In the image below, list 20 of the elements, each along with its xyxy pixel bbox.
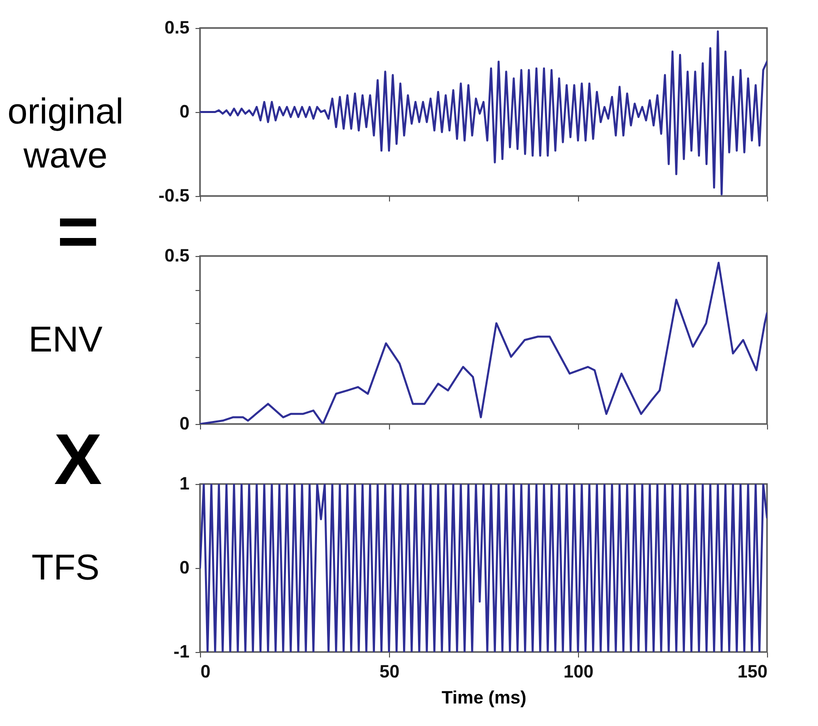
y-tick-label: 0.5 [164, 18, 190, 38]
y-tick-label: 0 [179, 558, 190, 578]
y-tick-label: -1 [173, 642, 190, 662]
line-series [200, 30, 767, 196]
line-series [200, 262, 767, 424]
y-axis-title: original wave [7, 90, 124, 176]
x-tick-label: 100 [563, 662, 594, 682]
y-tick-label: 0 [179, 102, 190, 122]
y-axis-title: ENV [28, 318, 103, 360]
y-tick-label: 0.5 [164, 246, 190, 266]
y-tick-label: 1 [179, 474, 190, 494]
y-tick-label: 0 [179, 414, 190, 434]
x-tick-label: 50 [379, 662, 400, 682]
x-tick-label: 150 [737, 662, 768, 682]
x-axis-title: Time (ms) [442, 688, 526, 708]
x-tick-label: 0 [200, 662, 211, 682]
text: = [56, 192, 100, 272]
y-tick-label: -0.5 [158, 186, 190, 206]
text: X [54, 420, 102, 500]
y-axis-title: TFS [32, 546, 100, 588]
